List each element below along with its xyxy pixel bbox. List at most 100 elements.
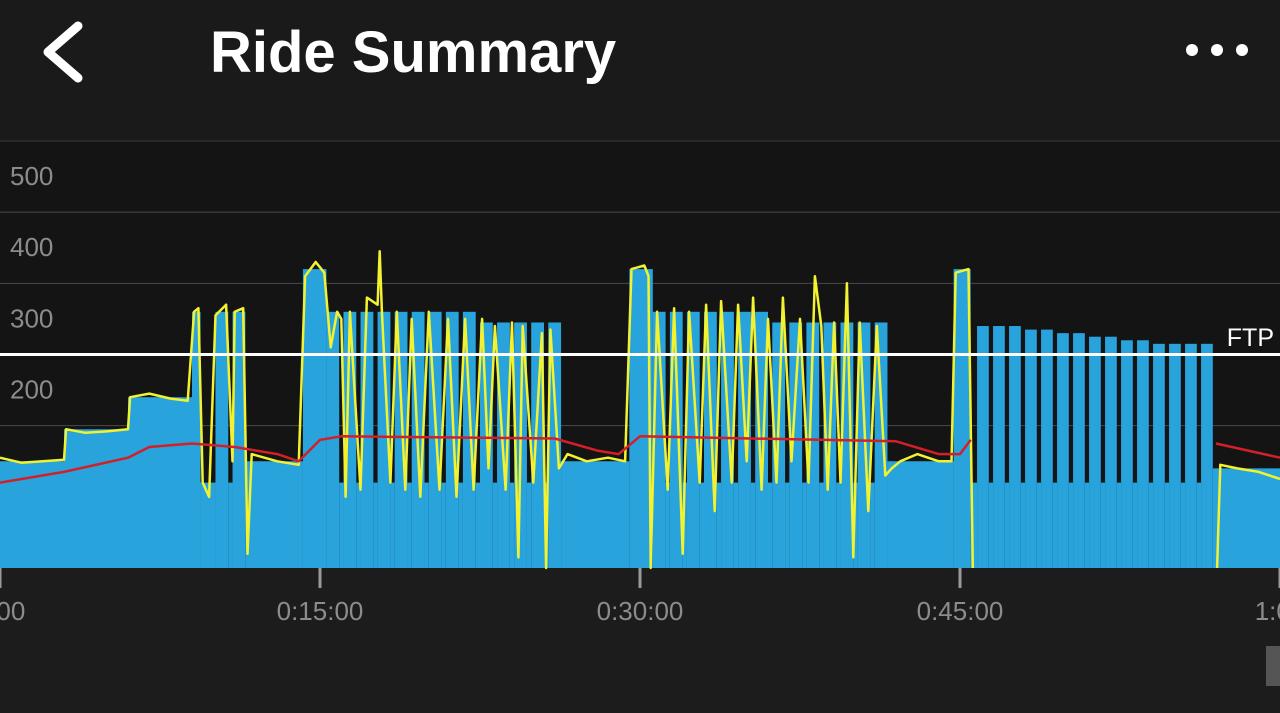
power-target-step [802, 482, 807, 568]
power-target-step [1201, 343, 1213, 568]
power-target-step [1196, 482, 1202, 568]
power-target-step [874, 322, 888, 568]
back-button[interactable] [30, 10, 130, 110]
power-target-step [200, 482, 216, 568]
power-target-step [953, 269, 971, 568]
power-target-step [1137, 340, 1149, 568]
power-target-step [870, 482, 875, 568]
power-target-step [1025, 329, 1037, 568]
power-target-step [509, 482, 515, 568]
power-target-step [492, 482, 498, 568]
power-target-step [1212, 468, 1280, 568]
x-tick-label: 0:15:00 [277, 596, 364, 626]
power-target-step [1057, 333, 1069, 568]
power-target-step [819, 482, 824, 568]
power-target-step [1132, 482, 1138, 568]
heart-rate-line [0, 435, 1280, 484]
power-target-step [1164, 482, 1170, 568]
power-target-step [665, 482, 670, 568]
power-target-step [1169, 343, 1181, 568]
power-target-step [1020, 482, 1026, 568]
power-target-step [853, 482, 858, 568]
power-target-step [531, 322, 544, 568]
power-target-step [441, 482, 446, 568]
power-target-step [1004, 482, 1010, 568]
power-target-step [970, 482, 978, 568]
power-target-step [215, 311, 229, 568]
power-target-step [1041, 329, 1053, 568]
power-target-step [1068, 482, 1074, 568]
ftp-label: FTP [1227, 324, 1274, 352]
power-target-step [789, 322, 803, 568]
power-target-step [373, 482, 378, 568]
power-target-step [0, 461, 64, 568]
power-target-step [1036, 482, 1042, 568]
power-target-step [561, 461, 630, 568]
power-target-step [1116, 482, 1122, 568]
power-target-step [750, 482, 756, 568]
more-menu[interactable] [1175, 30, 1265, 70]
power-target-step [390, 482, 395, 568]
power-target-step [1084, 482, 1090, 568]
power-target-step [462, 311, 476, 568]
axis-area [0, 568, 1280, 713]
power-target-step [458, 482, 463, 568]
power-target-step [232, 311, 246, 568]
power-target-step [1148, 482, 1154, 568]
power-target-step [326, 311, 340, 568]
power-target-step [716, 482, 722, 568]
power-target-step [424, 482, 429, 568]
page-title: Ride Summary [210, 20, 617, 85]
power-line [0, 250, 1280, 570]
y-tick-label: 400 [10, 232, 53, 262]
power-target-step [1009, 326, 1021, 568]
power-target-step [699, 482, 704, 568]
power-target-step [669, 311, 683, 568]
menu-dot [1186, 44, 1198, 56]
power-target-step [302, 269, 327, 568]
power-target-step [836, 482, 841, 568]
power-target-step [445, 311, 459, 568]
power-target-step [682, 482, 687, 568]
power-target-step [1073, 333, 1085, 568]
power-target-step [993, 326, 1005, 568]
power-target-step [686, 311, 700, 568]
power-target-step [192, 311, 201, 568]
power-target-step [887, 461, 954, 568]
power-target-step [64, 429, 128, 568]
power-target-step [1153, 343, 1165, 568]
y-tick-label: 500 [10, 161, 53, 191]
power-target-step [1105, 336, 1117, 568]
power-target-step [977, 326, 989, 568]
power-target-step [733, 482, 739, 568]
power-target-step [245, 461, 303, 568]
power-target-step [629, 269, 653, 568]
x-tick-label: 0:45:00 [917, 596, 1004, 626]
scroll-handle [1266, 646, 1280, 686]
x-tick-label: 0:00 [0, 596, 25, 626]
x-tick-label: 1:00 [1255, 596, 1280, 626]
power-target-step [1121, 340, 1133, 568]
power-target-step [1100, 482, 1106, 568]
power-target-step [407, 482, 412, 568]
back-arrow [43, 21, 83, 83]
power-target-step [1089, 336, 1101, 568]
power-target-step [128, 397, 192, 568]
power-target-step [526, 482, 532, 568]
y-tick-label: 300 [10, 303, 53, 333]
power-target-step [704, 311, 717, 568]
power-target-step [475, 482, 480, 568]
y-tick-label: 200 [10, 375, 53, 405]
power-target-step [1185, 343, 1197, 568]
power-target-step [768, 482, 773, 568]
menu-dot [1211, 44, 1223, 56]
power-target-step [356, 482, 361, 568]
power-target-step [785, 482, 790, 568]
power-target-step [1052, 482, 1058, 568]
power-target-step [377, 311, 391, 568]
power-target-step [228, 482, 233, 568]
power-target-step [988, 482, 994, 568]
x-tick-label: 0:30:00 [597, 596, 684, 626]
power-target-step [548, 322, 562, 568]
